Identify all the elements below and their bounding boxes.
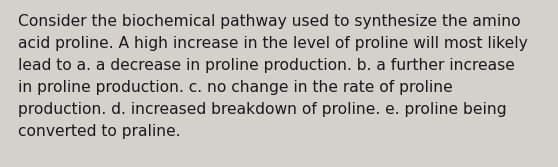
Text: converted to praline.: converted to praline. bbox=[18, 124, 181, 139]
Text: Consider the biochemical pathway used to synthesize the amino: Consider the biochemical pathway used to… bbox=[18, 14, 521, 29]
Text: production. d. increased breakdown of proline. e. proline being: production. d. increased breakdown of pr… bbox=[18, 102, 507, 117]
Text: in proline production. c. no change in the rate of proline: in proline production. c. no change in t… bbox=[18, 80, 453, 95]
Text: lead to a. a decrease in proline production. b. a further increase: lead to a. a decrease in proline product… bbox=[18, 58, 515, 73]
Text: acid proline. A high increase in the level of proline will most likely: acid proline. A high increase in the lev… bbox=[18, 36, 528, 51]
